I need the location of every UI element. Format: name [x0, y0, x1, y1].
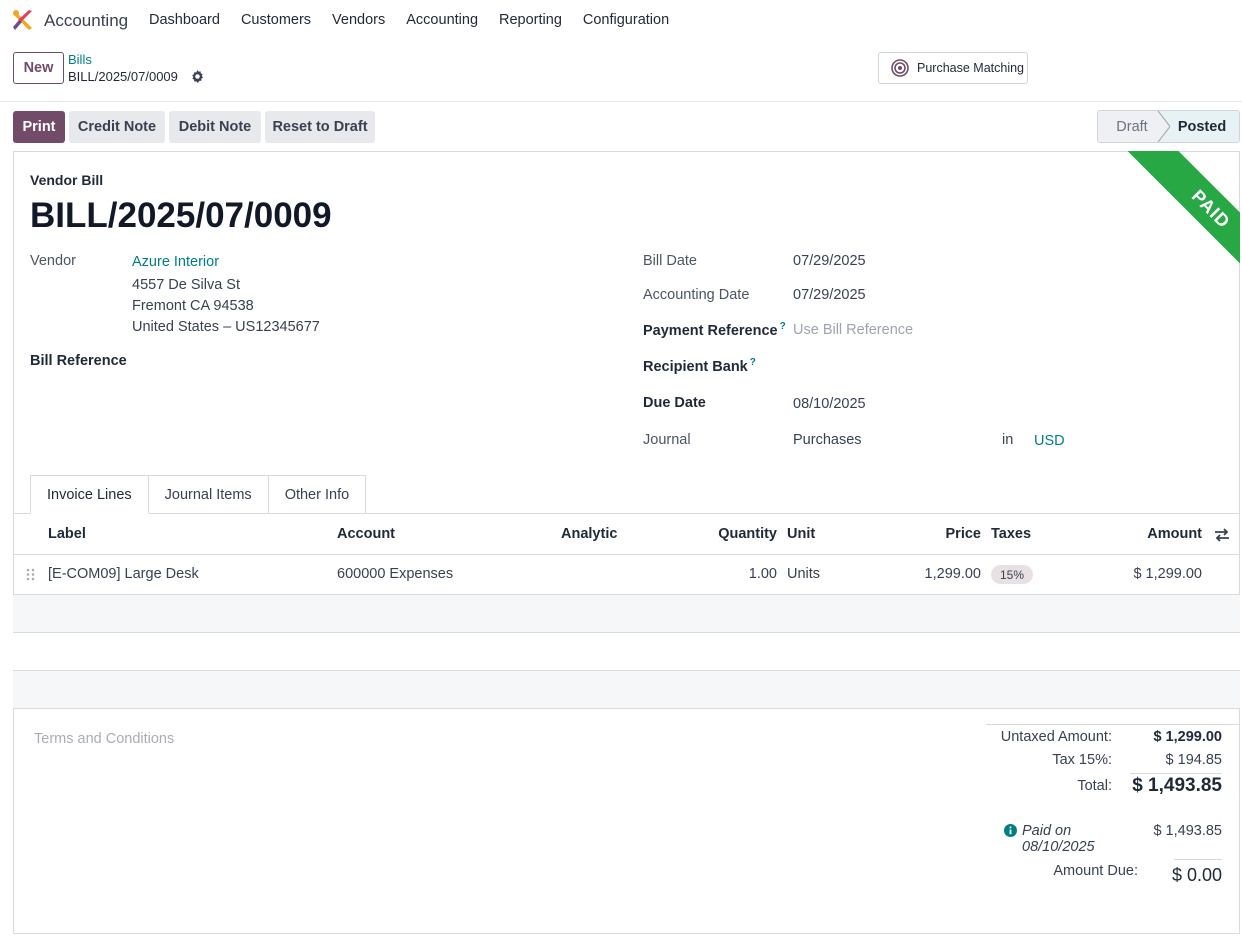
accounting-app-icon[interactable] — [12, 9, 34, 31]
optional-columns-icon[interactable] — [1214, 528, 1230, 542]
line-unit-cell[interactable]: Units — [787, 566, 821, 582]
column-header-analytic[interactable]: Analytic — [561, 526, 618, 542]
reset-to-draft-button[interactable]: Reset to Draft — [265, 111, 375, 143]
credit-note-button[interactable]: Credit Note — [69, 111, 165, 143]
app-name[interactable]: Accounting — [44, 11, 129, 30]
row-divider — [13, 632, 1240, 633]
totals-divider — [986, 724, 1240, 725]
total-value: $ 1,493.85 — [1132, 775, 1222, 796]
tax-value: $ 194.85 — [1165, 752, 1222, 768]
total-divider — [1130, 773, 1222, 774]
tab-invoice-lines[interactable]: Invoice Lines — [30, 475, 149, 514]
document-type: Vendor Bill — [30, 172, 104, 188]
amount-due-value: $ 0.00 — [1171, 865, 1222, 885]
gear-icon[interactable] — [191, 70, 204, 83]
paid-amount-value: $ 1,493.85 — [1153, 823, 1222, 839]
debit-note-button[interactable]: Debit Note — [169, 111, 261, 143]
untaxed-amount-label: Untaxed Amount: — [1000, 729, 1112, 745]
row-divider — [13, 670, 1240, 671]
divider — [0, 101, 1242, 102]
line-quantity-cell[interactable]: 1.00 — [748, 566, 777, 582]
column-header-taxes[interactable]: Taxes — [991, 526, 1032, 542]
status-bar: Draft Posted — [1097, 110, 1240, 143]
recipient-bank-label: Recipient Bank? — [643, 357, 756, 375]
journal-field[interactable]: Purchases — [793, 432, 862, 448]
menu-accounting[interactable]: Accounting — [406, 12, 479, 28]
vendor-address-line: United States – US12345677 — [132, 319, 320, 335]
help-tooltip-icon[interactable]: ? — [749, 357, 756, 368]
new-button[interactable]: New — [13, 52, 64, 84]
status-posted[interactable]: Posted — [1158, 111, 1239, 142]
notebook-tabs: Invoice Lines Journal Items Other Info — [30, 475, 367, 514]
empty-row — [13, 671, 1240, 708]
document-name: BILL/2025/07/0009 — [30, 196, 332, 235]
menu-dashboard[interactable]: Dashboard — [149, 12, 220, 28]
menu-customers[interactable]: Customers — [240, 12, 312, 28]
purchase-matching-button[interactable]: Purchase Matching — [878, 52, 1028, 84]
paid-on-label: Paid on 08/10/2025 — [1022, 823, 1095, 855]
due-date-field[interactable]: 08/10/2025 — [793, 396, 866, 412]
breadcrumb-bills[interactable]: Bills — [68, 52, 92, 67]
currency-field[interactable]: USD — [1034, 433, 1065, 449]
vendor-name-link[interactable]: Azure Interior — [132, 254, 220, 270]
line-amount-cell: $ 1,299.00 — [1133, 566, 1202, 582]
terms-and-conditions-input[interactable]: Terms and Conditions — [34, 731, 175, 747]
column-header-price[interactable]: Price — [945, 526, 981, 542]
accounting-date-label: Accounting Date — [643, 287, 750, 303]
line-account-cell[interactable]: 600000 Expenses — [337, 566, 454, 582]
row-divider — [13, 594, 1240, 595]
column-header-amount[interactable]: Amount — [1147, 526, 1202, 542]
column-header-unit[interactable]: Unit — [787, 526, 816, 542]
journal-label: Journal — [643, 432, 691, 448]
drag-handle-icon[interactable] — [26, 568, 35, 581]
breadcrumb-current-record: BILL/2025/07/0009 — [68, 69, 178, 84]
tax-label: Tax 15%: — [1052, 752, 1112, 768]
accounting-date-field[interactable]: 07/29/2025 — [793, 287, 866, 303]
status-arrow-icon — [1156, 111, 1170, 142]
vendor-address-line: Fremont CA 94538 — [132, 298, 254, 314]
tax-badge[interactable]: 15% — [991, 565, 1033, 584]
empty-row — [13, 633, 1240, 670]
info-icon[interactable] — [1004, 824, 1017, 837]
form-sheet — [13, 151, 1240, 934]
help-tooltip-icon[interactable]: ? — [779, 321, 786, 332]
column-header-quantity[interactable]: Quantity — [718, 526, 777, 542]
amount-due-label: Amount Due: — [1053, 863, 1138, 879]
print-button[interactable]: Print — [13, 111, 65, 143]
main-menu: Dashboard Customers Vendors Accounting R… — [149, 12, 690, 28]
tab-divider — [13, 513, 1240, 514]
target-icon — [891, 59, 909, 77]
row-divider — [13, 554, 1240, 555]
untaxed-amount-value: $ 1,299.00 — [1153, 729, 1222, 745]
bill-date-field[interactable]: 07/29/2025 — [793, 253, 866, 269]
column-header-account[interactable]: Account — [337, 526, 395, 542]
column-header-label[interactable]: Label — [48, 526, 86, 542]
menu-configuration[interactable]: Configuration — [582, 12, 670, 28]
due-date-label: Due Date — [643, 395, 706, 411]
bill-date-label: Bill Date — [643, 253, 697, 269]
row-divider — [13, 708, 1240, 709]
payment-reference-label: Payment Reference? — [643, 321, 786, 339]
menu-reporting[interactable]: Reporting — [499, 12, 562, 28]
vendor-address-line: 4557 De Silva St — [132, 277, 241, 293]
tab-journal-items[interactable]: Journal Items — [147, 475, 269, 514]
tab-other-info[interactable]: Other Info — [267, 475, 367, 514]
line-price-cell[interactable]: 1,299.00 — [924, 566, 981, 582]
vendor-label: Vendor — [30, 253, 76, 269]
total-label: Total: — [1077, 778, 1112, 794]
menu-vendors[interactable]: Vendors — [332, 12, 386, 28]
amount-due-divider — [1174, 859, 1222, 860]
bill-reference-label: Bill Reference — [30, 353, 127, 369]
top-navbar: Accounting Dashboard Customers Vendors A… — [0, 0, 1242, 40]
line-label-cell[interactable]: [E-COM09] Large Desk — [48, 566, 199, 582]
payment-reference-input[interactable]: Use Bill Reference — [793, 322, 914, 338]
purchase-matching-label: Purchase Matching — [917, 61, 1025, 75]
empty-row — [13, 595, 1240, 632]
status-draft[interactable]: Draft — [1098, 111, 1166, 142]
in-label: in — [1002, 432, 1014, 448]
